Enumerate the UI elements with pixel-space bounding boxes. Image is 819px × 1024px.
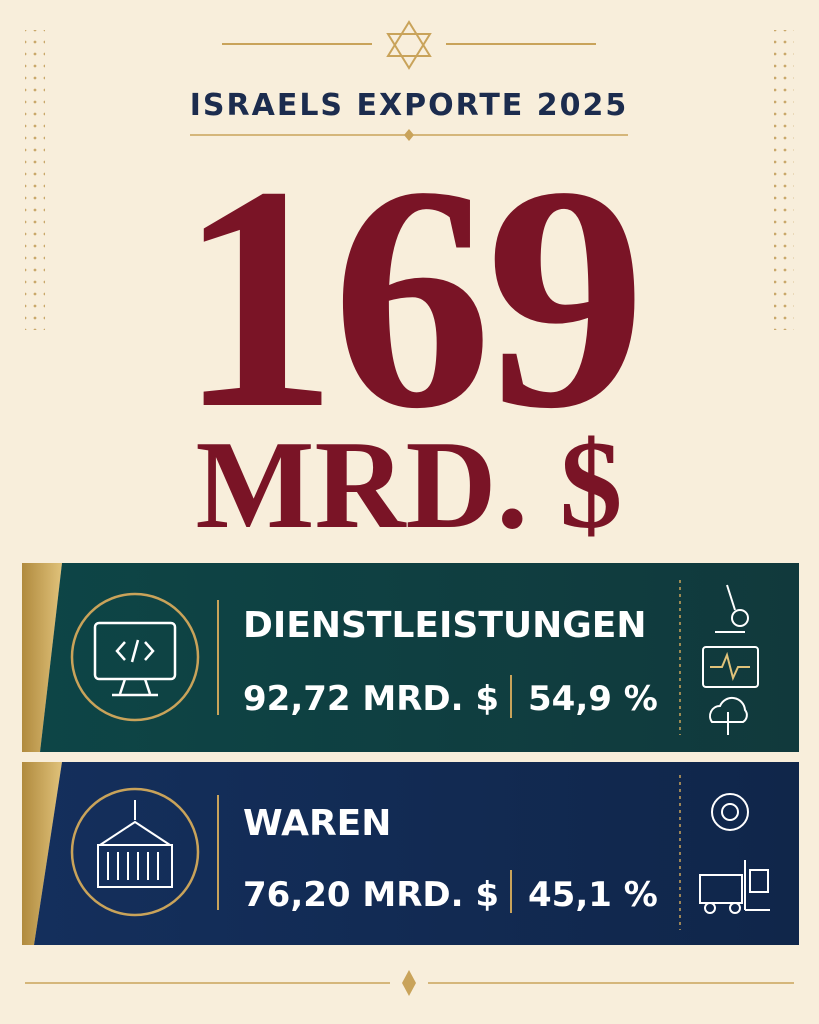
title-rule	[190, 129, 628, 141]
row-services	[22, 563, 799, 752]
row-share: 45,1 %	[528, 875, 658, 915]
top-ornament	[222, 20, 596, 70]
row-label: DIENSTLEISTUNGEN	[243, 605, 647, 646]
total-value: 169	[178, 121, 640, 475]
total-unit: MRD. $	[196, 416, 623, 555]
title: ISRAELS EXPORTE 2025	[190, 88, 629, 123]
bottom-ornament	[25, 970, 794, 996]
dot-column	[25, 30, 45, 330]
row-goods	[22, 762, 799, 945]
row-share: 54,9 %	[528, 679, 658, 719]
dot-column	[774, 30, 794, 330]
row-label: WAREN	[243, 803, 391, 844]
row-amount: 76,20 MRD. $	[243, 875, 499, 915]
row-amount: 92,72 MRD. $	[243, 679, 499, 719]
